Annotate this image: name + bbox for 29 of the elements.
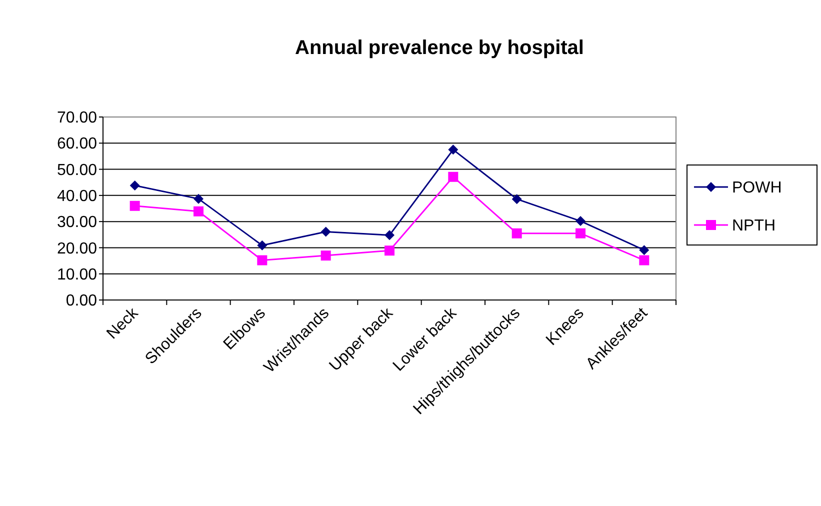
point <box>257 255 268 266</box>
y-tick-label: 10.00 <box>56 266 98 284</box>
y-tick-label: 0.00 <box>66 292 98 310</box>
point <box>576 216 586 226</box>
chart-title: Annual prevalence by hospital <box>295 37 584 59</box>
point <box>639 245 650 256</box>
point <box>320 226 331 237</box>
point <box>448 172 458 182</box>
y-tick-label: 60.00 <box>56 136 98 153</box>
legend-label: POWH <box>732 180 782 197</box>
y-tick-label: 20.00 <box>56 240 98 258</box>
point <box>384 246 394 256</box>
point <box>384 230 394 240</box>
point <box>639 255 650 266</box>
y-tick-label: 40.00 <box>56 188 98 206</box>
point <box>448 144 458 155</box>
point <box>194 206 204 216</box>
point <box>194 194 204 204</box>
point <box>576 228 586 238</box>
point <box>257 240 268 250</box>
y-tick-label: 30.00 <box>56 214 98 232</box>
point <box>130 200 140 211</box>
point <box>512 194 522 204</box>
point <box>512 228 522 238</box>
y-tick-label: 50.00 <box>56 162 98 179</box>
y-tick-label: 70.00 <box>56 110 98 127</box>
legend-label: NPTH <box>732 218 776 235</box>
point <box>320 250 331 261</box>
point <box>130 180 140 190</box>
